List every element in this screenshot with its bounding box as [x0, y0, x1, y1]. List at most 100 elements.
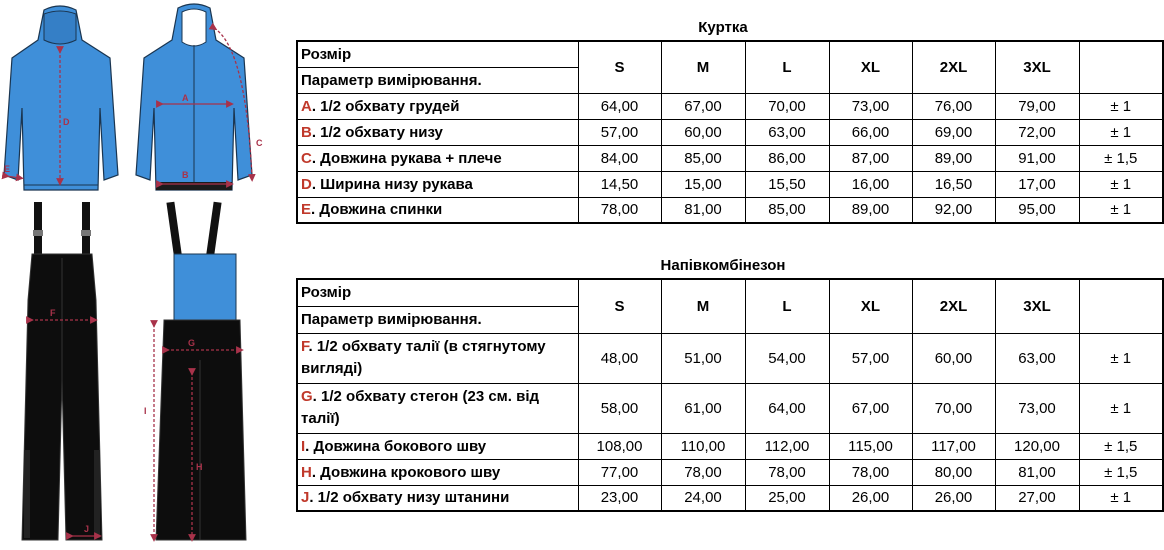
label-j: J: [84, 524, 89, 534]
measurement-value: 70,00: [744, 92, 830, 120]
measurement-name: . Довжина крокового шву: [311, 463, 501, 481]
jacket-rows: A. 1/2 обхвату грудей 64,00 67,00 70,00 73,0…: [296, 92, 1164, 224]
measurement-value: 63,00: [994, 332, 1080, 384]
measurement-label: C. Довжина рукава + плече: [296, 144, 579, 172]
measurement-value: 110,00: [660, 432, 746, 460]
size-header-label: Розмір: [296, 278, 579, 307]
measurement-letter: I: [301, 437, 306, 455]
measurement-letter: A: [301, 97, 312, 115]
measurement-value: 91,00: [994, 144, 1080, 172]
measurement-value: 112,00: [744, 432, 830, 460]
measurement-label: G. 1/2 обхвату стегон (23 см. від талії): [296, 382, 579, 434]
measurement-value: 14,50: [577, 170, 662, 198]
measurement-value: 57,00: [828, 332, 913, 384]
measurement-value: 78,00: [660, 458, 746, 486]
label-c: C: [256, 138, 263, 148]
measurement-row: D. Ширина низу рукава 14,50 15,00 15,50 16,0…: [296, 170, 1164, 198]
size-header: S: [577, 278, 662, 334]
measurement-name: . 1/2 обхвату низу: [311, 123, 443, 141]
measurement-value: 15,50: [744, 170, 830, 198]
measurement-value: 67,00: [660, 92, 746, 120]
measurement-letter: J: [301, 489, 310, 507]
measurement-value: 86,00: [744, 144, 830, 172]
measurement-value: 63,00: [744, 118, 830, 146]
measurement-value: 26,00: [911, 484, 996, 512]
size-header: XL: [828, 40, 913, 94]
size-header: 3XL: [994, 278, 1080, 334]
measurement-value: 78,00: [744, 458, 830, 486]
measurement-row: A. 1/2 обхвату грудей 64,00 67,00 70,00 73,0…: [296, 92, 1164, 120]
measurement-value: 81,00: [994, 458, 1080, 486]
label-h: H: [196, 462, 203, 472]
measurement-name: . 1/2 обхвату грудей: [311, 97, 460, 115]
tolerance-value: ± 1,5: [1078, 144, 1164, 172]
measurement-value: 70,00: [911, 382, 996, 434]
measurement-value: 27,00: [994, 484, 1080, 512]
measurement-header-label: Параметр вимірювання.: [296, 66, 579, 94]
measurement-value: 108,00: [577, 432, 662, 460]
measurement-label: B. 1/2 обхвату низу: [296, 118, 579, 146]
jacket-table-title: Куртка: [698, 19, 748, 36]
measurement-name: . 1/2 обхвату стегон (23 см. від талії): [301, 388, 540, 427]
measurement-value: 16,00: [828, 170, 913, 198]
measurement-value: 54,00: [744, 332, 830, 384]
measurement-value: 73,00: [828, 92, 913, 120]
measurement-label: A. 1/2 обхвату грудей: [296, 92, 579, 120]
tolerance-value: ± 1: [1078, 196, 1164, 224]
tolerance-value: ± 1: [1078, 92, 1164, 120]
label-b: B: [182, 170, 189, 180]
measurement-value: 120,00: [994, 432, 1080, 460]
size-header: S: [577, 40, 662, 94]
bib-rows: F. 1/2 обхвату талії (в стягнутому вигля…: [296, 332, 1164, 512]
label-i: I: [144, 406, 147, 416]
measurement-label: E. Довжина спинки: [296, 196, 579, 224]
bib-size-table: Розмір S M L XL 2XL 3XL Параметр вимірюв…: [296, 278, 1164, 512]
label-d: D: [63, 117, 70, 127]
size-header: L: [744, 278, 830, 334]
measurement-value: 76,00: [911, 92, 996, 120]
measurement-value: 89,00: [911, 144, 996, 172]
jacket-front-figure: A B C: [135, 3, 263, 191]
measurement-letter: C: [301, 149, 312, 167]
measurement-label: I. Довжина бокового шву: [296, 432, 579, 460]
measurement-row: F. 1/2 обхвату талії (в стягнутому вигля…: [296, 332, 1164, 384]
measurement-header-label: Параметр вимірювання.: [296, 305, 579, 334]
size-header: 2XL: [911, 278, 996, 334]
measurement-label: H. Довжина крокового шву: [296, 458, 579, 486]
bib-front-figure: F J: [21, 202, 103, 541]
measurement-value: 95,00: [994, 196, 1080, 224]
measurement-value: 89,00: [828, 196, 913, 224]
tolerance-value: ± 1: [1078, 484, 1164, 512]
measurement-value: 17,00: [994, 170, 1080, 198]
size-header: XL: [828, 278, 913, 334]
measurement-value: 51,00: [660, 332, 746, 384]
measurement-value: 48,00: [577, 332, 662, 384]
tolerance-value: ± 1: [1078, 382, 1164, 434]
tolerance-header: [1078, 40, 1164, 94]
measurement-label: J. 1/2 обхвату низу штанини: [296, 484, 579, 512]
measurement-value: 15,00: [660, 170, 746, 198]
tolerance-value: ± 1,5: [1078, 432, 1164, 460]
measurement-value: 23,00: [577, 484, 662, 512]
tolerance-value: ± 1,5: [1078, 458, 1164, 486]
label-e: E: [4, 164, 10, 174]
label-f: F: [50, 308, 56, 318]
measurement-value: 92,00: [911, 196, 996, 224]
garment-illustrations: D E A B C F J G: [1, 3, 263, 542]
measurement-value: 24,00: [660, 484, 746, 512]
measurement-value: 84,00: [577, 144, 662, 172]
measurement-row: C. Довжина рукава + плече 84,00 85,00 86,00…: [296, 144, 1164, 172]
measurement-name: . 1/2 обхвату низу штанини: [309, 489, 510, 507]
measurement-value: 80,00: [911, 458, 996, 486]
tolerance-value: ± 1: [1078, 332, 1164, 384]
measurement-label: F. 1/2 обхвату талії (в стягнутому вигля…: [296, 332, 579, 384]
size-header-label: Розмір: [296, 40, 579, 68]
measurement-letter: B: [301, 123, 312, 141]
jacket-back-figure: D E: [1, 5, 119, 191]
measurement-value: 57,00: [577, 118, 662, 146]
label-a: A: [182, 93, 189, 103]
measurement-value: 66,00: [828, 118, 913, 146]
measurement-value: 16,50: [911, 170, 996, 198]
measurement-value: 117,00: [911, 432, 996, 460]
measurement-letter: E: [301, 201, 312, 219]
